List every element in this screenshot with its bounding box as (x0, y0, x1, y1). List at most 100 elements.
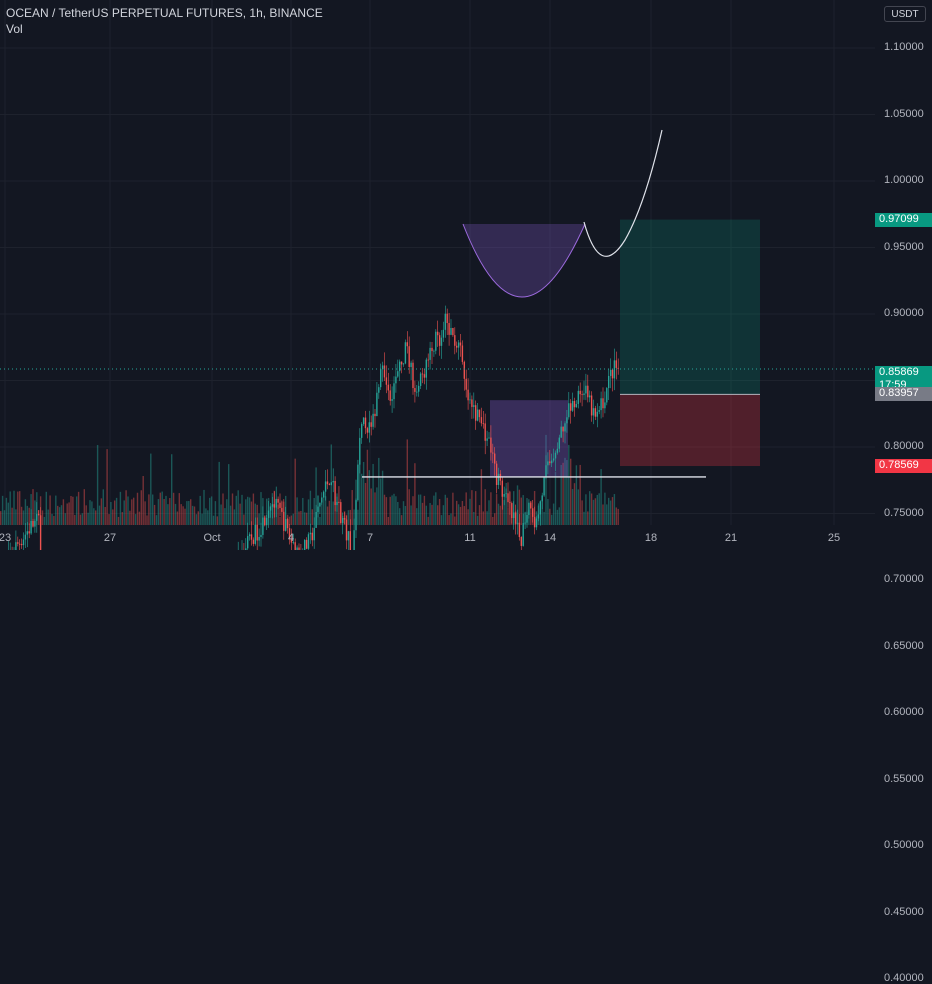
volume-indicator-label[interactable]: Vol (6, 22, 23, 36)
volume-bar (117, 516, 120, 525)
volume-bar (549, 508, 551, 525)
volume-bar (596, 494, 598, 525)
volume-bar (85, 505, 87, 525)
candle-body (539, 501, 541, 515)
candle-body (385, 377, 388, 385)
candle-body (471, 399, 473, 407)
candle-body (497, 473, 500, 485)
volume-bar (598, 493, 600, 525)
candle-body (334, 480, 336, 506)
candle-body (361, 424, 363, 438)
volume-bar (266, 498, 268, 525)
candle-body (305, 539, 308, 549)
candle-body (522, 523, 524, 546)
candle-body (404, 342, 407, 364)
symbol-title[interactable]: OCEAN / TetherUS PERPETUAL FUTURES, 1h, … (6, 6, 323, 20)
candle-body (450, 328, 452, 335)
candle-body (414, 388, 416, 392)
price-tick-label: 0.65000 (884, 639, 924, 652)
drawing-overlays[interactable] (462, 219, 760, 477)
candle-body (604, 402, 606, 409)
candle-body (549, 461, 551, 464)
volume-bar (55, 495, 57, 525)
volume-bar (347, 510, 350, 525)
price-chart[interactable] (0, 0, 932, 550)
volume-bar (258, 513, 260, 525)
candle-body (423, 374, 426, 378)
volume-bar (233, 509, 236, 525)
volume-bar (133, 497, 135, 525)
volume-bar (602, 504, 604, 525)
candle-body (590, 395, 593, 416)
volume-bar (142, 476, 144, 525)
candle-body (273, 504, 275, 508)
volume-bar (174, 503, 177, 525)
volume-bar (476, 515, 479, 525)
candle-body (543, 477, 545, 496)
candle-body (248, 534, 251, 537)
volume-bar (241, 494, 243, 525)
candle-body (558, 437, 560, 449)
candlestick-series (8, 305, 619, 550)
candle-body (285, 519, 287, 531)
volume-bar (155, 515, 158, 525)
volume-bar (24, 499, 27, 525)
candle-body (326, 481, 329, 485)
chart-grid (0, 0, 875, 525)
volume-bar (129, 510, 131, 525)
candle-body (340, 502, 342, 523)
volume-bar (300, 510, 302, 525)
volume-bar (304, 512, 306, 525)
volume-bar (494, 513, 496, 525)
candle-body (476, 409, 479, 421)
candle-body (408, 346, 410, 367)
volume-bar (150, 453, 152, 525)
volume-bar (473, 511, 475, 525)
volume-bar (190, 499, 192, 525)
candle-body (342, 517, 344, 523)
candle-body (495, 463, 498, 485)
volume-bar (176, 511, 179, 525)
candle-body (486, 438, 488, 441)
candle-body (579, 390, 581, 395)
volume-bar (161, 491, 163, 525)
currency-selector-button[interactable]: USDT (884, 6, 926, 22)
candle-body (598, 410, 600, 412)
candle-body (328, 484, 331, 486)
volume-bar (167, 504, 169, 525)
volume-bar (311, 509, 313, 525)
candle-body (323, 491, 325, 498)
volume-bar (594, 498, 597, 525)
volume-bar (182, 506, 184, 525)
volume-bar (254, 503, 256, 525)
volume-bar (457, 504, 460, 525)
volume-bar (338, 486, 340, 525)
candle-body (24, 534, 27, 540)
volume-bar (585, 494, 587, 525)
volume-bar (53, 515, 55, 525)
volume-bar (570, 458, 572, 525)
candle-body (380, 369, 382, 388)
candle-body (482, 423, 484, 425)
candle-body (372, 413, 374, 427)
long-position-loss-zone (620, 394, 760, 467)
volume-bar (281, 501, 283, 525)
candle-body (330, 482, 332, 485)
price-tick-label: 0.95000 (884, 240, 924, 253)
candle-body (473, 405, 475, 407)
candle-body (378, 387, 380, 393)
volume-bar (203, 489, 205, 525)
candle-body (581, 394, 583, 396)
volume-bar (292, 513, 294, 525)
volume-bar (571, 489, 574, 525)
volume-bar (212, 515, 215, 525)
candle-body (541, 495, 543, 502)
candle-body (19, 543, 21, 545)
volume-bar (91, 501, 93, 525)
candle-body (36, 513, 38, 521)
candle-body (359, 437, 361, 465)
volume-bar (64, 513, 66, 525)
volume-bar (45, 491, 47, 525)
volume-bar (77, 491, 80, 525)
candle-body (258, 536, 260, 541)
